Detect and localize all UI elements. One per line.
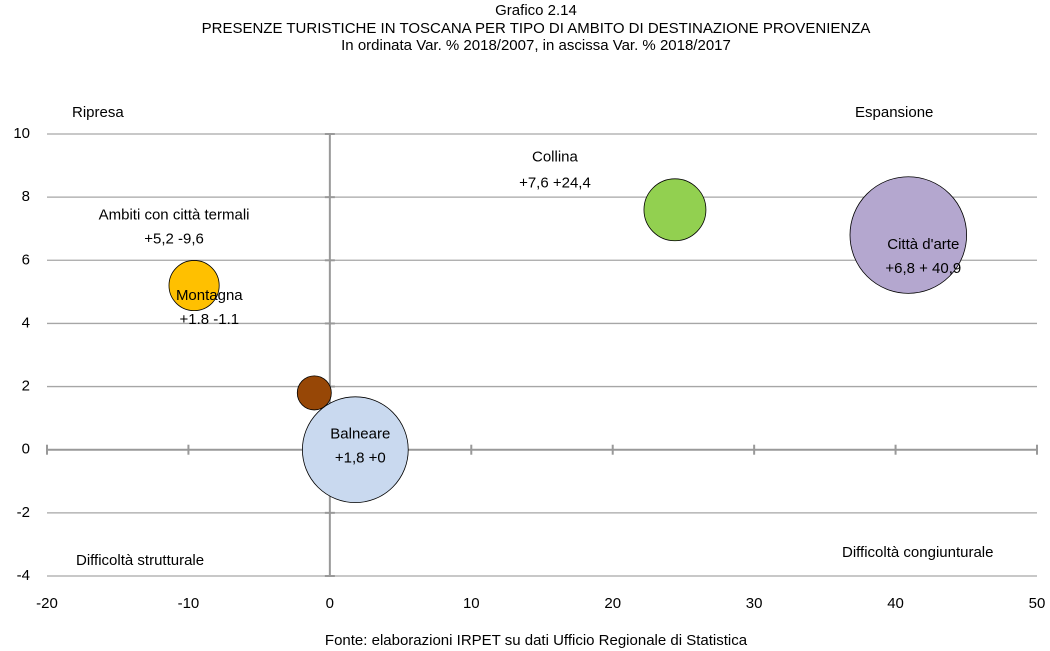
value-label: +1.8 -1.1 xyxy=(179,311,239,328)
quadrant-label: Difficoltà strutturale xyxy=(76,552,204,569)
x-tick-label: 40 xyxy=(887,595,904,612)
bubble xyxy=(168,260,220,312)
y-tick-label: 4 xyxy=(22,314,30,331)
y-tick-label: -2 xyxy=(17,504,30,521)
bubble-label: Balneare xyxy=(330,426,390,443)
value-label: +1,8 +0 xyxy=(335,450,386,467)
value-label: +7,6 +24,4 xyxy=(519,175,591,192)
bubble xyxy=(643,178,707,242)
bubble xyxy=(849,176,968,294)
bubble xyxy=(301,396,409,504)
x-tick-label: -10 xyxy=(178,595,200,612)
x-tick-label: 20 xyxy=(604,595,621,612)
y-tick-label: 2 xyxy=(22,378,30,395)
chart-subtitle: PRESENZE TURISTICHE IN TOSCANA PER TIPO … xyxy=(202,20,871,37)
x-tick-label: 0 xyxy=(326,595,334,612)
y-tick-label: 0 xyxy=(22,441,30,458)
y-tick-label: 8 xyxy=(22,188,30,205)
bubble-label: Ambiti con città termali xyxy=(99,207,250,224)
chart-title: Grafico 2.14 xyxy=(495,2,577,19)
y-tick-label: 10 xyxy=(13,125,30,142)
x-tick-label: 50 xyxy=(1029,595,1046,612)
quadrant-label: Difficoltà congiunturale xyxy=(842,544,993,561)
x-tick-label: -20 xyxy=(36,595,58,612)
quadrant-label: Espansione xyxy=(855,104,933,121)
quadrant-label: Ripresa xyxy=(72,104,124,121)
bubble-label: Montagna xyxy=(176,287,243,304)
bubble xyxy=(296,375,332,411)
source-note: Fonte: elaborazioni IRPET su dati Uffici… xyxy=(325,632,748,649)
y-tick-label: -4 xyxy=(17,567,30,584)
axis-note: In ordinata Var. % 2018/2007, in ascissa… xyxy=(341,37,731,54)
x-tick-label: 30 xyxy=(746,595,763,612)
bubble-label: Città d'arte xyxy=(887,236,959,253)
x-tick-label: 10 xyxy=(463,595,480,612)
value-label: +5,2 -9,6 xyxy=(144,231,204,248)
bubble-label: Collina xyxy=(532,149,579,166)
y-tick-label: 6 xyxy=(22,251,30,268)
value-label: +6,8 + 40,9 xyxy=(885,260,961,277)
